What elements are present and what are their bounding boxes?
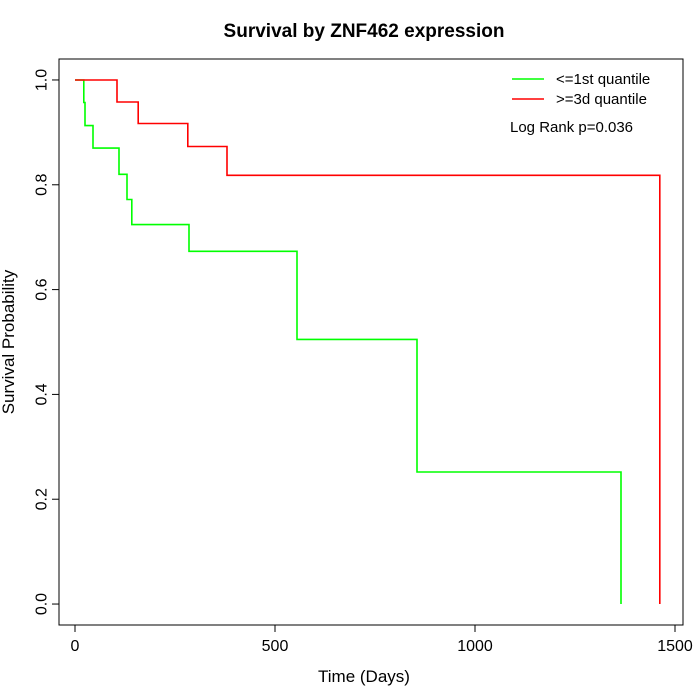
plot-frame: [58, 58, 684, 626]
log-rank-annotation: Log Rank p=0.036: [510, 119, 633, 136]
series-line-1: [75, 79, 622, 604]
y-tick-label: 0.6: [34, 278, 51, 300]
y-axis: 0.0 0.2 0.4 0.6 0.8 1.0: [34, 69, 60, 615]
y-tick-label: 0.2: [34, 488, 51, 510]
legend-label: >=3d quantile: [556, 91, 647, 108]
series-line-2: [75, 79, 661, 604]
x-tick-label: 1500: [657, 638, 693, 655]
x-tick-label: 1000: [457, 638, 493, 655]
legend-label: <=1st quantile: [556, 71, 650, 88]
x-tick-label: 500: [262, 638, 289, 655]
y-tick-label: 1.0: [34, 69, 51, 91]
x-axis-label: Time (Days): [318, 667, 410, 686]
y-axis-label: Survival Probability: [0, 269, 18, 414]
series-layer: [75, 79, 661, 604]
y-tick-label: 0.8: [34, 174, 51, 196]
y-tick-label: 0.0: [34, 593, 51, 615]
x-axis: 0 500 1000 1500: [71, 624, 693, 655]
legend: <=1st quantile >=3d quantile: [512, 71, 650, 108]
y-tick-label: 0.4: [34, 383, 51, 405]
chart-title: Survival by ZNF462 expression: [224, 21, 505, 42]
x-tick-label: 0: [71, 638, 80, 655]
